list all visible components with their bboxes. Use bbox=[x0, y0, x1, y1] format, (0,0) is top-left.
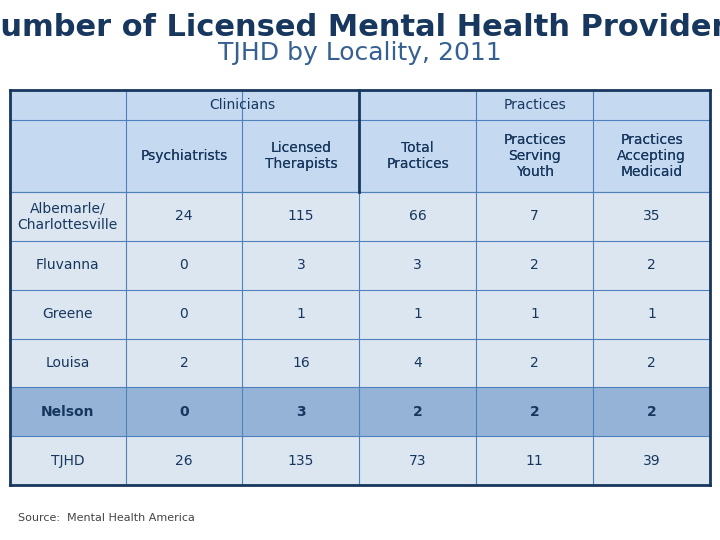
Bar bbox=[10, 387, 710, 436]
Text: 2: 2 bbox=[530, 356, 539, 370]
Text: Practices
Serving
Youth: Practices Serving Youth bbox=[503, 133, 566, 179]
Text: 1: 1 bbox=[297, 307, 305, 321]
Text: 1: 1 bbox=[647, 307, 656, 321]
Text: 2: 2 bbox=[647, 258, 656, 272]
Bar bbox=[10, 241, 710, 289]
Text: Psychiatrists: Psychiatrists bbox=[140, 149, 228, 163]
Text: 2: 2 bbox=[179, 356, 189, 370]
Text: 39: 39 bbox=[643, 454, 660, 468]
Bar bbox=[10, 192, 710, 241]
Text: Licensed
Therapists: Licensed Therapists bbox=[264, 141, 337, 171]
Text: 3: 3 bbox=[297, 258, 305, 272]
Text: Fluvanna: Fluvanna bbox=[36, 258, 99, 272]
Text: 2: 2 bbox=[530, 405, 539, 418]
Text: 26: 26 bbox=[175, 454, 193, 468]
Text: Albemarle/
Charlottesville: Albemarle/ Charlottesville bbox=[17, 201, 118, 232]
Bar bbox=[10, 436, 710, 485]
Text: TJHD: TJHD bbox=[51, 454, 84, 468]
Text: 16: 16 bbox=[292, 356, 310, 370]
Text: 2: 2 bbox=[647, 405, 657, 418]
Text: 0: 0 bbox=[179, 258, 189, 272]
Text: Greene: Greene bbox=[42, 307, 93, 321]
Text: 2: 2 bbox=[530, 258, 539, 272]
Text: 35: 35 bbox=[643, 210, 660, 224]
Text: 2: 2 bbox=[647, 356, 656, 370]
Text: 73: 73 bbox=[409, 454, 426, 468]
Text: 4: 4 bbox=[413, 356, 422, 370]
Text: Practices
Accepting
Medicaid: Practices Accepting Medicaid bbox=[617, 133, 686, 179]
Text: 1: 1 bbox=[413, 307, 422, 321]
Text: Louisa: Louisa bbox=[45, 356, 90, 370]
Text: Source:  Mental Health America: Source: Mental Health America bbox=[18, 513, 195, 523]
Text: Licensed
Therapists: Licensed Therapists bbox=[264, 141, 337, 171]
Text: 0: 0 bbox=[179, 307, 189, 321]
Text: 3: 3 bbox=[413, 258, 422, 272]
Text: Psychiatrists: Psychiatrists bbox=[140, 149, 228, 163]
Text: 2: 2 bbox=[413, 405, 423, 418]
Text: 3: 3 bbox=[296, 405, 306, 418]
Text: Nelson: Nelson bbox=[41, 405, 94, 418]
Bar bbox=[10, 90, 710, 192]
Text: Number of Licensed Mental Health Providers: Number of Licensed Mental Health Provide… bbox=[0, 12, 720, 42]
Text: 24: 24 bbox=[175, 210, 193, 224]
Text: Practices
Accepting
Medicaid: Practices Accepting Medicaid bbox=[617, 133, 686, 179]
Text: 1: 1 bbox=[530, 307, 539, 321]
Bar bbox=[10, 339, 710, 387]
Text: Total
Practices: Total Practices bbox=[387, 141, 449, 171]
Text: TJHD by Locality, 2011: TJHD by Locality, 2011 bbox=[218, 41, 502, 65]
Text: 66: 66 bbox=[409, 210, 427, 224]
Text: 115: 115 bbox=[287, 210, 314, 224]
Text: Practices: Practices bbox=[503, 98, 566, 112]
Text: Practices
Serving
Youth: Practices Serving Youth bbox=[503, 133, 566, 179]
Text: Clinicians: Clinicians bbox=[210, 98, 276, 112]
Text: 135: 135 bbox=[288, 454, 314, 468]
Text: 0: 0 bbox=[179, 405, 189, 418]
Text: Total
Practices: Total Practices bbox=[387, 141, 449, 171]
Text: 11: 11 bbox=[526, 454, 544, 468]
Bar bbox=[10, 289, 710, 339]
Text: 7: 7 bbox=[530, 210, 539, 224]
